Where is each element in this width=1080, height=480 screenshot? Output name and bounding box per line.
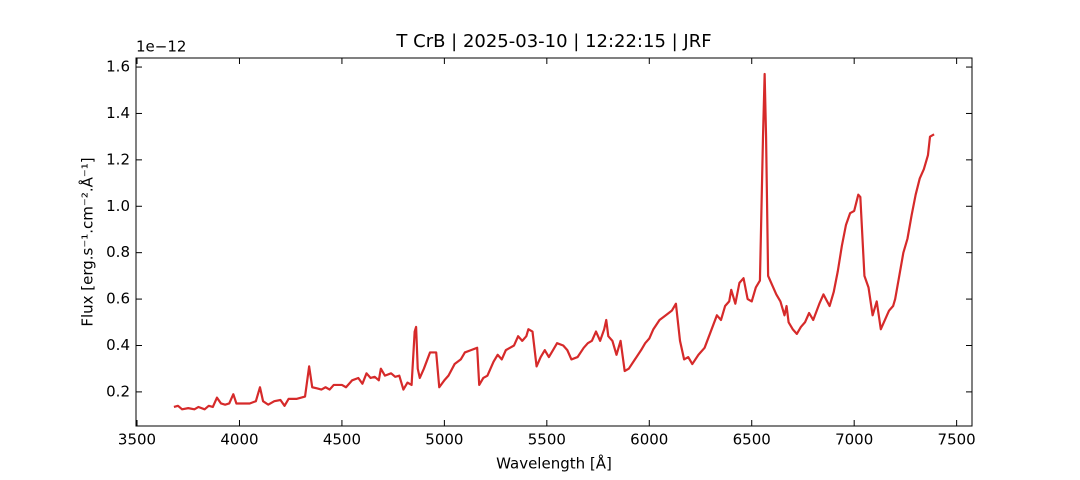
x-tick-label: 7500 — [938, 431, 976, 449]
x-tick-label: 5000 — [425, 431, 463, 449]
x-tick-label: 5500 — [528, 431, 566, 449]
plot-frame — [135, 57, 973, 427]
x-tick-label: 4000 — [220, 431, 258, 449]
y-tick-label: 1.4 — [106, 104, 130, 122]
x-tick-label: 6500 — [733, 431, 771, 449]
x-tick-label: 4500 — [323, 431, 361, 449]
y-tick-label: 1.6 — [106, 58, 130, 76]
y-tick-label: 0.2 — [106, 382, 130, 400]
x-axis-label: Wavelength [Å] — [496, 454, 612, 473]
y-offset-label: 1e−12 — [136, 38, 186, 56]
y-tick-label: 0.8 — [106, 243, 130, 261]
x-tick-label: 3500 — [118, 431, 156, 449]
y-tick-label: 1.0 — [106, 197, 130, 215]
y-axis-label: Flux [erg.s⁻¹.cm⁻².Å⁻¹] — [78, 157, 97, 326]
x-tick-label: 7000 — [835, 431, 873, 449]
chart-title: T CrB | 2025-03-10 | 12:22:15 | JRF — [395, 31, 711, 52]
y-tick-label: 0.6 — [106, 290, 130, 308]
y-tick-label: 0.4 — [106, 336, 130, 354]
spectrum-line — [173, 72, 935, 411]
x-tick-label: 6000 — [630, 431, 668, 449]
y-tick-label: 1.2 — [106, 150, 130, 168]
